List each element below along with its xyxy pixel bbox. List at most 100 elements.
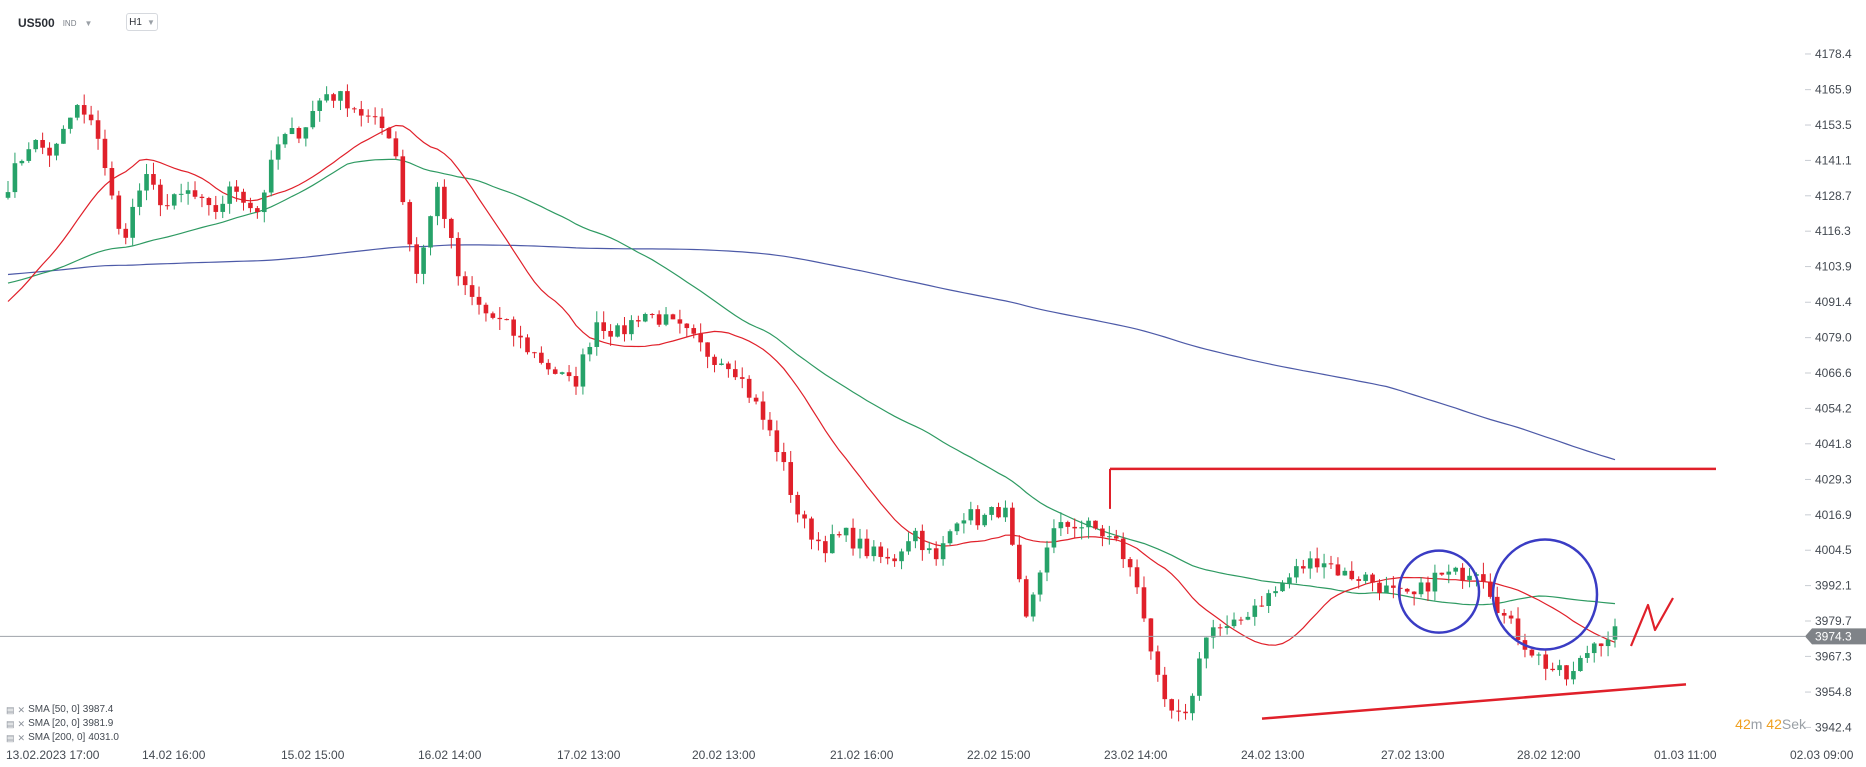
candle-body xyxy=(241,191,246,203)
candle xyxy=(151,162,156,190)
x-tick-label: 21.02 16:00 xyxy=(830,748,894,762)
candle-body xyxy=(767,419,773,431)
candle-body xyxy=(1245,616,1251,620)
candle-body xyxy=(1356,579,1362,581)
candle-body xyxy=(601,322,606,331)
candle-body xyxy=(206,198,212,206)
candle-body xyxy=(1564,665,1569,680)
candle-body xyxy=(1169,699,1174,711)
candle-body xyxy=(525,337,530,353)
candle xyxy=(1245,611,1251,621)
candle-body xyxy=(47,147,52,156)
timeframe-label: H1 xyxy=(129,16,142,28)
x-tick-label: 14.02 16:00 xyxy=(142,748,206,762)
candle xyxy=(684,323,690,337)
candle-body xyxy=(795,494,800,515)
candle-body xyxy=(490,313,496,318)
candle-body xyxy=(442,186,447,219)
candle-body xyxy=(1335,564,1341,576)
candle-body xyxy=(726,363,731,370)
candle-body xyxy=(1287,577,1292,584)
candle xyxy=(1377,579,1382,601)
candle-body xyxy=(1529,649,1535,656)
candle-body xyxy=(1557,665,1562,671)
candle xyxy=(1404,588,1410,594)
candle xyxy=(961,513,967,534)
candle xyxy=(864,529,870,559)
candle xyxy=(1266,589,1271,614)
timeframe-selector[interactable]: H1 ▼ xyxy=(126,13,158,31)
candle xyxy=(442,179,447,229)
candle-body xyxy=(1501,613,1507,616)
candle xyxy=(1176,699,1181,722)
legend-sma200[interactable]: ▤ ✕ SMA [200, 0] 4031.0 xyxy=(6,732,119,743)
indicator-settings-icon[interactable]: ▤ xyxy=(6,719,15,729)
candle-body xyxy=(303,127,309,139)
close-icon[interactable]: ✕ xyxy=(17,705,26,715)
candle-body xyxy=(130,206,135,238)
y-tick-label: 3942.4 xyxy=(1815,720,1852,734)
legend-sma50[interactable]: ▤ ✕ SMA [50, 0] 3987.4 xyxy=(6,704,114,715)
candle xyxy=(989,506,994,521)
candle xyxy=(268,150,274,197)
price-axis[interactable]: 4178.4 4165.9 4153.5 4141.1 4128.7 4116.3 4103… xyxy=(1805,47,1866,734)
candle-body xyxy=(906,541,911,552)
time-axis[interactable]: 13.02.2023 17:00 14.02 16:00 15.02 15:00 16… xyxy=(6,748,1854,762)
candle xyxy=(1204,637,1209,669)
y-tick-label: 4165.9 xyxy=(1815,83,1852,97)
x-tick-label: 13.02.2023 17:00 xyxy=(6,748,100,762)
candle-body xyxy=(1363,574,1368,581)
candle-body xyxy=(1321,563,1327,568)
candle xyxy=(940,535,946,566)
candle xyxy=(1529,648,1535,658)
candle xyxy=(712,354,717,373)
candle-body xyxy=(88,114,94,121)
legend-sma20[interactable]: ▤ ✕ SMA [20, 0] 3981.9 xyxy=(6,718,114,729)
candle xyxy=(1093,520,1098,530)
candle-body xyxy=(1231,619,1237,627)
indicator-settings-icon[interactable]: ▤ xyxy=(6,733,15,743)
candle-body xyxy=(102,138,108,169)
close-icon[interactable]: ✕ xyxy=(17,719,26,729)
symbol-name[interactable]: US500 xyxy=(18,16,55,30)
candle xyxy=(1107,525,1112,545)
candle-body xyxy=(933,548,939,560)
candle xyxy=(663,307,669,327)
y-tick-label: 3967.3 xyxy=(1815,649,1852,663)
candle xyxy=(1134,559,1140,594)
candle xyxy=(1508,610,1514,624)
current-price-tag xyxy=(1805,628,1866,645)
x-tick-label: 17.02 13:00 xyxy=(557,748,621,762)
candle-body xyxy=(19,160,25,164)
candle-body xyxy=(372,116,378,118)
indicator-settings-icon[interactable]: ▤ xyxy=(6,705,15,715)
y-tick-label: 4128.7 xyxy=(1815,189,1852,203)
candle xyxy=(407,199,413,252)
y-tick-label: 3992.1 xyxy=(1815,579,1852,593)
candle-body xyxy=(5,192,11,198)
candle xyxy=(1037,570,1043,602)
candle-body xyxy=(234,186,239,192)
candle xyxy=(573,366,579,395)
candle xyxy=(1612,618,1618,648)
candle xyxy=(871,540,877,562)
candle-body xyxy=(947,531,953,544)
candle xyxy=(1571,661,1576,685)
candle xyxy=(185,181,191,205)
candle xyxy=(698,323,703,352)
chevron-down-icon: ▼ xyxy=(146,17,155,27)
candle-body xyxy=(1058,522,1064,529)
candle-body xyxy=(324,94,329,101)
candle-body xyxy=(331,94,336,101)
candle xyxy=(982,513,987,528)
candle xyxy=(476,286,482,315)
candle xyxy=(68,117,73,134)
candle xyxy=(1488,573,1493,599)
candle xyxy=(1543,650,1549,681)
close-icon[interactable]: ✕ xyxy=(17,733,26,743)
candle xyxy=(809,516,814,550)
chevron-down-icon[interactable]: ▼ xyxy=(84,18,93,28)
candle-body xyxy=(1446,571,1452,575)
candle-body xyxy=(1439,572,1445,575)
